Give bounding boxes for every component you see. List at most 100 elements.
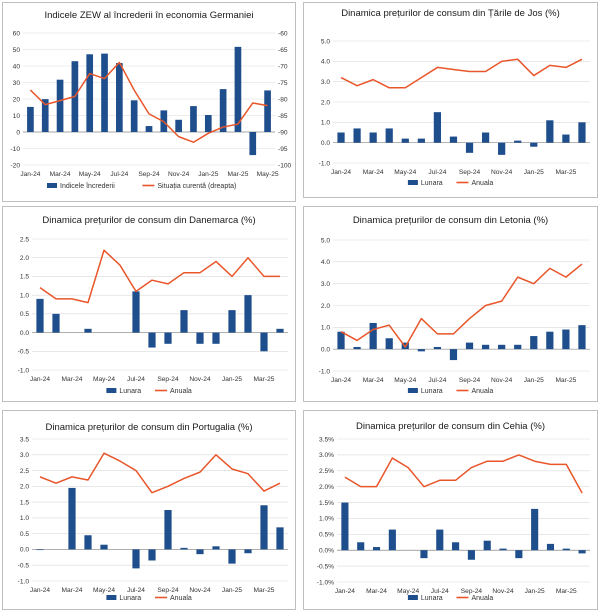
chart0-legend-bar-swatch [47, 183, 57, 188]
chart4-xtick-label: Mar-24 [62, 587, 83, 594]
chart3-bar-Apr-24 [385, 338, 393, 350]
chart0-xtick-label: Jan-24 [20, 171, 40, 178]
chart3-ytick-label: 4.0 [321, 259, 330, 266]
chart3-bar-Mar-24 [369, 322, 377, 350]
chart-panel-portugal-cpi: Dinamica prețurilor de consum din Portug… [2, 410, 296, 610]
chart4-ytick-label: 1.5 [20, 499, 29, 506]
chart2-legend-line-label: Anuala [170, 388, 192, 395]
chart1-ytick-label: 5.0 [321, 38, 330, 45]
chart4-ytick-label: -0.5 [18, 563, 30, 570]
chart5-bar-Apr-24 [388, 529, 396, 551]
latvia-chart-svg: Dinamica prețurilor de consum din Letoni… [319, 215, 590, 395]
chart0-ytick-label: 30 [13, 80, 21, 87]
chart0-line-series [29, 61, 268, 143]
chart3-bar-Jul-24 [433, 346, 442, 350]
chart0-ytick-label: 60 [13, 30, 21, 37]
chart5-xtick-label: Jul-24 [431, 588, 449, 595]
chart4-ytick-label: 0.0 [20, 547, 29, 554]
chart3-xtick-label: Jan-25 [524, 377, 544, 384]
chart4-bar-Jan-24 [36, 549, 44, 551]
chart4-ytick-label: 3.0 [20, 452, 29, 459]
chart3-bar-Mar-25 [562, 329, 570, 350]
chart0-bar-Jan-25 [204, 115, 212, 132]
chart5-legend-line-label: Anuala [472, 595, 494, 602]
chart3-ytick-label: 0.0 [321, 346, 330, 353]
chart1-xtick-label: Sep-24 [459, 169, 481, 176]
chart0-xtick-label: May-24 [79, 171, 101, 178]
chart4-ytick-label: 1.0 [20, 515, 29, 522]
chart1-bar-Jan-24 [337, 132, 345, 143]
chart3-xtick-label: Mar-24 [363, 377, 384, 384]
chart1-xtick-label: Mar-24 [363, 169, 384, 176]
chart3-legend-bar-label: Lunara [421, 388, 443, 395]
chart0-bar-Dec-24 [190, 106, 197, 132]
chart5-bar-Aug-24 [452, 542, 460, 551]
chart4-legend-line-label: Anuala [170, 595, 192, 602]
chart1-bar-Apr-24 [385, 128, 393, 143]
chart1-bar-Oct-24 [481, 132, 490, 143]
chart5-line-series [344, 454, 583, 494]
chart3-ytick-label: -1.0 [319, 368, 331, 375]
chart2-bar-Jan-24 [36, 298, 44, 333]
chart0-bar-Jul-24 [116, 63, 123, 132]
netherlands-chart-svg: Dinamica prețurilor de consum din Țările… [319, 8, 590, 187]
chart3-legend-line-label: Anuala [472, 388, 494, 395]
chart4-bar-Feb-25 [244, 549, 252, 554]
chart2-xtick-label: Jan-25 [222, 376, 242, 383]
chart1-bar-Feb-24 [353, 128, 361, 143]
chart0-bar-Feb-25 [219, 89, 227, 132]
chart3-xtick-label: Jan-24 [331, 377, 351, 384]
chart0-ytick-label: 10 [13, 113, 21, 120]
chart4-bar-Jan-25 [228, 549, 236, 564]
chart0-bar-May-24 [86, 54, 94, 132]
chart1-xtick-label: Nov-24 [491, 169, 513, 176]
chart4-ytick-label: 0.5 [20, 531, 29, 538]
chart2-ytick-label: -1.0 [18, 367, 30, 374]
chart-panel-czechia-cpi: Dinamica prețurilor de consum din Cehia … [303, 410, 598, 610]
chart1-bar-Mar-24 [369, 132, 377, 143]
chart3-xtick-label: May-24 [394, 377, 416, 384]
chart0-bar-Nov-24 [175, 119, 182, 132]
chart2-line-series [39, 249, 280, 304]
chart4-bar-Dec-24 [212, 546, 220, 550]
chart5-ytick-label: 1.5% [319, 500, 334, 507]
chart0-bar-Apr-25 [249, 132, 257, 156]
chart1-bar-Jan-25 [530, 142, 538, 147]
chart1-ytick-label: 0.0 [321, 140, 330, 147]
chart5-ytick-label: 2.0% [319, 484, 334, 491]
chart-panel-zew-germany: Indicele ZEW al încrederii în economia G… [2, 2, 296, 202]
chart3-bar-Feb-25 [546, 331, 554, 350]
chart5-bar-Oct-24 [483, 540, 491, 551]
chart0-y2tick-label: -75 [278, 80, 288, 87]
chart0-ytick-label: 40 [13, 63, 21, 70]
chart1-title: Dinamica prețurilor de consum din Țările… [341, 8, 560, 19]
chart0-ytick-label: -10 [10, 146, 20, 153]
chart2-ytick-label: 2.5 [20, 236, 29, 243]
chart5-ytick-label: -0.5% [317, 563, 334, 570]
chart2-bar-Feb-24 [52, 313, 60, 333]
chart0-legend-bar-label: Indicele încrederii [60, 183, 115, 190]
portugal-chart-svg: Dinamica prețurilor de consum din Portug… [18, 422, 288, 602]
chart4-bar-Mar-25 [260, 505, 268, 550]
chart3-bar-Jan-25 [530, 336, 538, 350]
chart4-ytick-label: -1.0 [18, 578, 30, 585]
chart4-ytick-label: 2.5 [20, 468, 29, 475]
zew-chart-svg: Indicele ZEW al încrederii în economia G… [10, 10, 291, 190]
chart5-bar-Mar-25 [562, 548, 570, 551]
chart0-y2tick-label: -85 [278, 113, 288, 120]
chart1-bar-Feb-25 [546, 120, 554, 143]
chart0-bar-Sep-24 [145, 126, 153, 132]
chart2-bar-Oct-24 [180, 310, 188, 333]
chart5-bar-Apr-25 [578, 550, 586, 554]
chart0-xtick-label: Sep-24 [138, 171, 160, 178]
chart5-bar-Dec-24 [515, 550, 523, 559]
chart2-xtick-label: Jul-24 [127, 376, 145, 383]
chart0-legend-line-label: Situația curentă (dreapta) [157, 183, 236, 190]
chart2-title: Dinamica prețurilor de consum din Danema… [42, 215, 255, 226]
chart5-bar-Sep-24 [467, 550, 475, 560]
chart2-ytick-label: 1.0 [20, 292, 29, 299]
chart3-bar-Jun-24 [417, 349, 425, 352]
chart4-xtick-label: May-24 [93, 587, 115, 594]
chart3-bar-Nov-24 [498, 344, 506, 350]
chart1-xtick-label: Jan-25 [524, 169, 544, 176]
